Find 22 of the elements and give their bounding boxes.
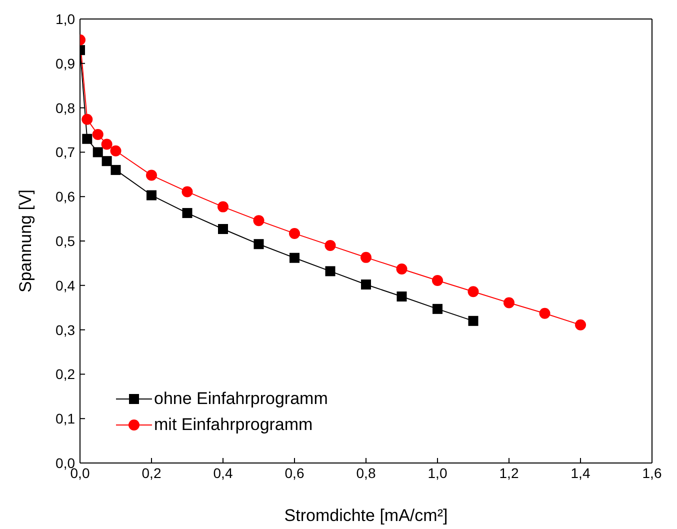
x-tick-label: 0,4 (213, 464, 233, 481)
y-tick-label: 0,8 (56, 100, 76, 116)
y-tick-label: 1,0 (56, 10, 76, 27)
y-tick-label: 0,5 (56, 232, 76, 249)
legend-label: mit Einfahrprogramm (154, 415, 313, 435)
x-tick-label: 1,2 (499, 464, 519, 481)
y-tick-label: 0,1 (56, 410, 76, 427)
x-tick-label: 0,8 (356, 464, 376, 481)
legend-label: ohne Einfahrprogramm (154, 389, 328, 409)
y-tick-label: 0,3 (56, 322, 76, 338)
y-tick-label: 0,7 (56, 144, 76, 160)
x-tick-label: 1,6 (642, 464, 662, 481)
y-tick-label: 0,6 (56, 188, 76, 205)
x-axis-title: Stromdichte [mA/cm²] (284, 506, 448, 525)
x-tick-label: 0,2 (142, 464, 162, 481)
x-tick-label: 0,6 (284, 464, 304, 481)
x-tick-label: 1,4 (570, 464, 590, 481)
y-axis-title: Spannung [V] (16, 189, 36, 293)
y-tick-label: 0,4 (56, 277, 76, 294)
x-tick-label: 1,0 (428, 464, 448, 481)
y-tick-label: 0,9 (56, 55, 76, 72)
y-tick-label: 0,2 (56, 366, 76, 382)
